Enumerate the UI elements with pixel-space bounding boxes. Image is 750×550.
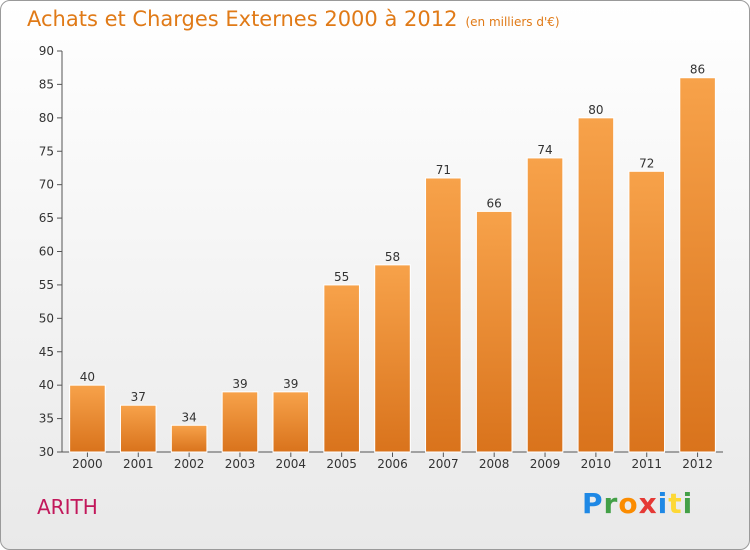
bar-2007: [425, 177, 462, 453]
bar-2004: [272, 391, 310, 453]
data-label-2012: 86: [690, 63, 705, 77]
bar-2000: [69, 384, 106, 453]
proxiti-logo: Proxiti: [582, 487, 693, 520]
y-tick-label: 70: [39, 178, 54, 192]
data-label-2007: 71: [436, 163, 451, 177]
x-tick-label: 2004: [276, 457, 307, 471]
data-label-2003: 39: [232, 377, 247, 391]
bar-2003: [221, 391, 259, 453]
logo-letter: i: [682, 487, 694, 520]
y-tick-label: 85: [39, 77, 54, 91]
x-tick-label: 2000: [72, 457, 103, 471]
logo-letter: i: [657, 487, 669, 520]
bar-2010: [577, 117, 615, 453]
chart-subtitle: (en milliers d'€): [465, 15, 560, 29]
y-tick-label: 75: [39, 144, 54, 158]
bar-2002: [170, 424, 208, 453]
logo-letter: t: [668, 487, 683, 520]
x-tick-label: 2012: [682, 457, 713, 471]
x-tick-label: 2005: [326, 457, 357, 471]
data-label-2000: 40: [80, 370, 95, 384]
bar-2011: [628, 170, 666, 453]
x-tick-label: 2010: [581, 457, 612, 471]
data-label-2010: 80: [588, 103, 603, 117]
x-tick-label: 2011: [631, 457, 662, 471]
data-label-2009: 74: [537, 143, 552, 157]
data-label-2006: 58: [385, 250, 400, 264]
x-tick-label: 2002: [174, 457, 205, 471]
bar-2005: [323, 284, 360, 453]
data-label-2008: 66: [487, 196, 502, 210]
logo-letter: P: [582, 487, 604, 520]
x-tick-label: 2006: [377, 457, 408, 471]
bar-2009: [526, 157, 564, 453]
logo-letter: o: [618, 487, 639, 520]
x-tick-label: 2008: [479, 457, 510, 471]
y-tick-label: 60: [39, 245, 54, 259]
y-tick-label: 30: [39, 445, 54, 459]
chart-title: Achats et Charges Externes 2000 à 2012 (e…: [27, 7, 560, 31]
data-label-2005: 55: [334, 270, 349, 284]
bar-2001: [119, 404, 157, 453]
data-label-2001: 37: [131, 390, 146, 404]
y-tick-label: 65: [39, 211, 54, 225]
logo-letter: x: [638, 487, 658, 520]
data-label-2004: 39: [283, 377, 298, 391]
x-tick-label: 2003: [225, 457, 256, 471]
data-label-2002: 34: [181, 410, 196, 424]
data-label-2011: 72: [639, 156, 654, 170]
bar-2012: [679, 77, 716, 453]
y-tick-label: 80: [39, 111, 54, 125]
x-tick-label: 2009: [530, 457, 561, 471]
y-tick-label: 35: [39, 412, 54, 426]
commune-name: ARITH: [37, 495, 98, 519]
chart-title-text: Achats et Charges Externes 2000 à 2012: [27, 7, 458, 31]
y-tick-label: 40: [39, 378, 54, 392]
y-tick-label: 55: [39, 278, 54, 292]
bar-2006: [374, 264, 411, 453]
logo-letter: r: [603, 487, 619, 520]
y-tick-label: 90: [39, 44, 54, 58]
x-tick-label: 2007: [428, 457, 459, 471]
y-tick-label: 45: [39, 345, 54, 359]
bar-2008: [475, 210, 513, 453]
x-tick-label: 2001: [123, 457, 154, 471]
y-tick-label: 50: [39, 311, 54, 325]
